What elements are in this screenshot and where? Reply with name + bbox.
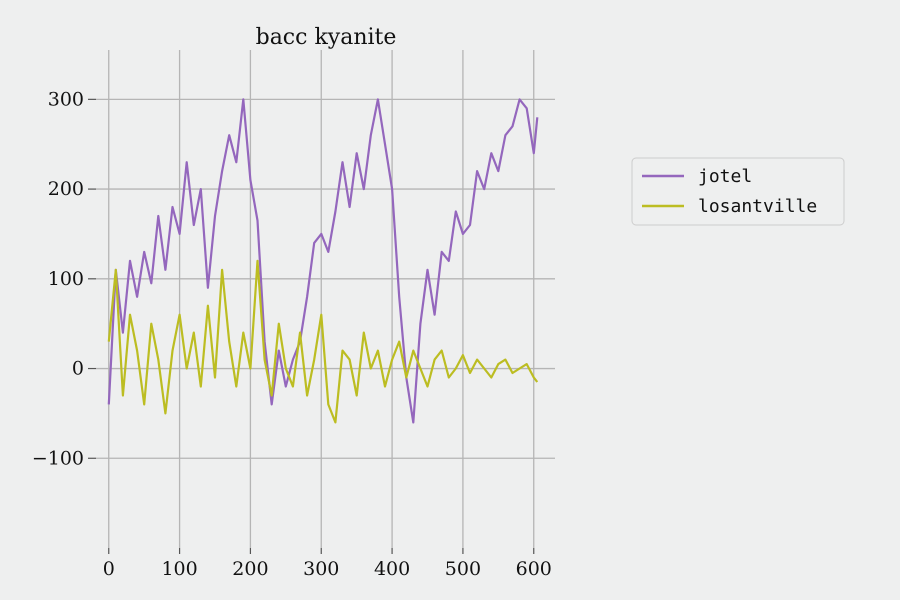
x-tick-label: 200 — [232, 558, 268, 580]
grid — [96, 50, 555, 548]
y-tick-label: 300 — [48, 88, 84, 110]
x-tick-label: 100 — [161, 558, 197, 580]
x-tick-label: 0 — [103, 558, 115, 580]
y-tick-label: −100 — [32, 447, 84, 469]
legend-label-losantville: losantville — [698, 196, 817, 217]
series-line-jotel — [107, 98, 539, 424]
y-tick-label: 200 — [48, 178, 84, 200]
series-line-losantville — [107, 259, 539, 424]
x-tick-label: 300 — [303, 558, 339, 580]
legend: jotel losantville — [631, 157, 845, 226]
plot-area — [107, 98, 539, 424]
x-tick-label: 400 — [374, 558, 410, 580]
x-tick-label: 600 — [516, 558, 552, 580]
y-tick-label: 100 — [48, 268, 84, 290]
legend-label-jotel: jotel — [698, 166, 752, 187]
x-tick-label: 500 — [445, 558, 481, 580]
axes: 0 100 200 300 400 500 600 −100 0 100 200 300 — [32, 88, 552, 580]
chart-title: bacc kyanite — [256, 25, 397, 50]
y-tick-label: 0 — [72, 358, 84, 380]
